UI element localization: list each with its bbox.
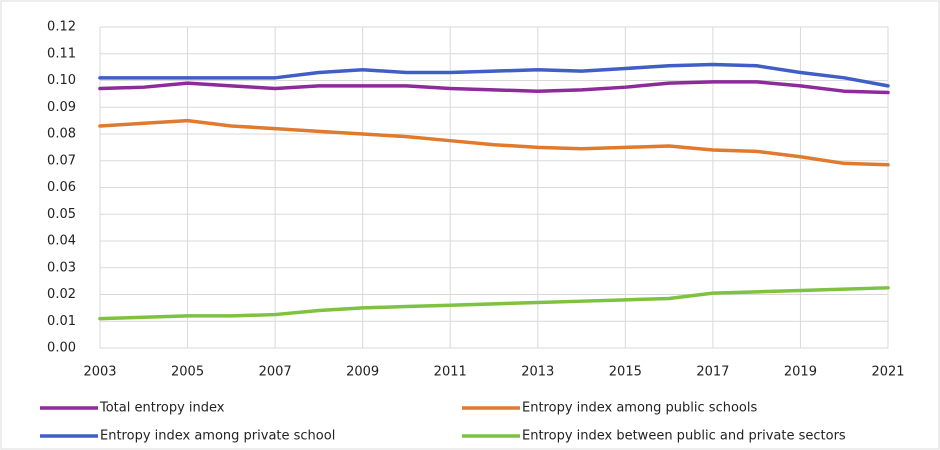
x-tick-label: 2005 [171,365,204,380]
x-tick-label: 2009 [346,365,379,380]
x-tick-label: 2015 [609,365,642,380]
x-tick-label: 2011 [434,365,467,380]
y-tick-label: 0.07 [47,153,76,168]
legend-label: Total entropy index [99,401,225,416]
x-tick-label: 2007 [259,365,292,380]
y-tick-label: 0.05 [47,207,76,222]
x-tick-label: 2019 [784,365,817,380]
legend-label: Entropy index between public and private… [522,429,846,444]
y-tick-label: 0.00 [47,341,76,356]
legend-label: Entropy index among public schools [522,401,757,416]
series-line [98,80,890,95]
y-tick-label: 0.06 [47,180,76,195]
y-tick-label: 0.11 [47,46,76,61]
y-tick-label: 0.12 [47,20,76,35]
y-tick-label: 0.04 [47,234,76,249]
y-tick-label: 0.01 [47,314,76,329]
series-line [98,286,890,321]
series-line [98,118,890,167]
legend-label: Entropy index among private school [100,429,335,444]
y-tick-label: 0.02 [47,287,76,302]
x-tick-label: 2013 [521,365,554,380]
y-tick-label: 0.09 [47,100,76,115]
y-tick-label: 0.10 [47,73,76,88]
x-tick-label: 2021 [871,365,904,380]
y-tick-label: 0.08 [47,127,76,142]
series-line [98,62,890,88]
x-tick-label: 2017 [696,365,729,380]
y-tick-label: 0.03 [47,260,76,275]
x-tick-label: 2003 [83,365,116,380]
